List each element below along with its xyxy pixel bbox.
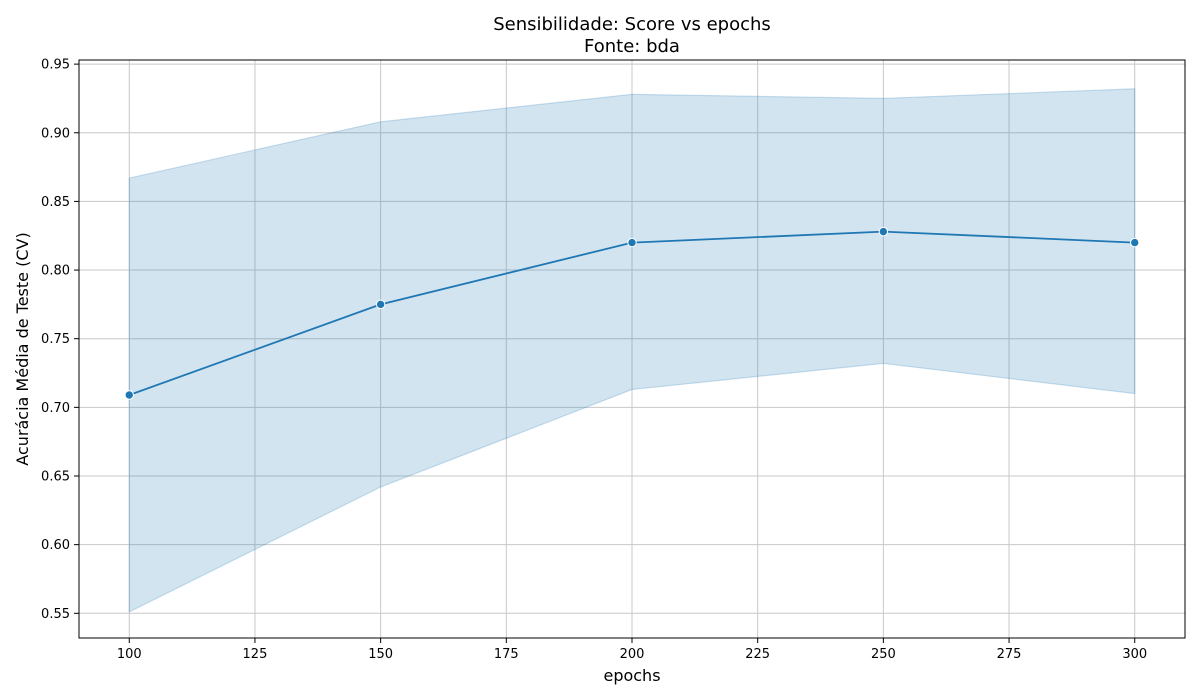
y-tick-label: 0.85 (41, 195, 70, 210)
x-tick-label: 125 (243, 647, 268, 662)
x-tick-label: 150 (368, 647, 393, 662)
y-ticks: 0.55 0.60 0.65 0.70 0.75 0.80 0.85 0.90 0.95 (41, 58, 79, 622)
grid (79, 60, 1185, 638)
y-tick-label: 0.90 (41, 126, 70, 141)
x-tick-label: 250 (871, 647, 896, 662)
data-point (878, 226, 889, 237)
x-tick-label: 300 (1122, 647, 1147, 662)
data-point (124, 390, 134, 400)
y-tick-label: 0.80 (41, 264, 70, 279)
chart-title-line1: Sensibilidade: Score vs epochs (493, 14, 771, 35)
y-tick-label: 0.60 (41, 538, 70, 553)
y-tick-label: 0.55 (41, 607, 70, 622)
y-tick-label: 0.70 (41, 401, 70, 416)
data-point (375, 299, 386, 310)
x-axis-label: epochs (603, 666, 660, 685)
x-tick-label: 275 (997, 647, 1022, 662)
x-tick-label: 200 (620, 647, 645, 662)
x-tick-label: 175 (494, 647, 519, 662)
chart-title-line2: Fonte: bda (584, 36, 680, 57)
x-tick-label: 100 (117, 647, 142, 662)
y-axis-label: Acurácia Média de Teste (CV) (13, 232, 32, 465)
x-tick-label: 225 (745, 647, 770, 662)
y-tick-label: 0.65 (41, 469, 70, 484)
y-tick-label: 0.75 (41, 332, 70, 347)
data-point (1130, 237, 1140, 248)
confidence-band (128, 88, 1136, 613)
data-points (124, 226, 1140, 400)
data-point (627, 237, 637, 248)
x-ticks: 100 125 150 175 200 225 250 275 300 (117, 638, 1147, 662)
y-tick-label: 0.95 (41, 58, 70, 73)
